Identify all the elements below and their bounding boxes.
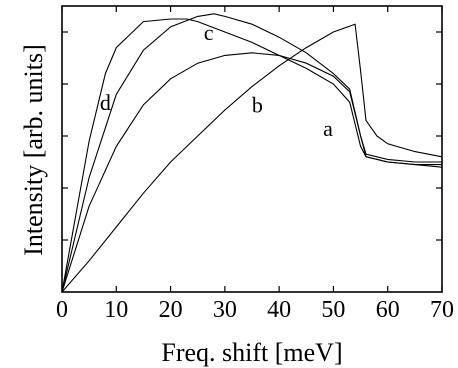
series-layer — [61, 13, 443, 293]
series-line-b — [61, 52, 442, 293]
axis-ticks: 0 10 20 30 40 50 60 70 — [56, 6, 454, 323]
labels-layer: a b c d — [100, 20, 333, 141]
x-tick-label-70: 70 — [430, 297, 454, 323]
x-tick-label-20: 20 — [159, 297, 183, 323]
curve-label-a: a — [323, 116, 333, 141]
y-axis-label: Intensity [arb. units] — [19, 44, 48, 256]
curve-label-d: d — [100, 90, 111, 115]
plot-frame — [61, 5, 443, 293]
curve-label-c: c — [204, 20, 214, 45]
x-axis-label: Freq. shift [meV] — [161, 338, 342, 367]
series-line-d — [61, 18, 443, 293]
x-tick-label-60: 60 — [376, 297, 400, 323]
x-tick-label-10: 10 — [104, 297, 128, 323]
x-tick-label-40: 40 — [267, 297, 291, 323]
x-tick-label-0: 0 — [56, 297, 68, 323]
series-line-c — [61, 13, 442, 293]
x-tick-label-30: 30 — [213, 297, 237, 323]
series-line-a — [61, 23, 443, 293]
x-tick-label-50: 50 — [321, 297, 345, 323]
curve-label-b: b — [252, 93, 263, 118]
